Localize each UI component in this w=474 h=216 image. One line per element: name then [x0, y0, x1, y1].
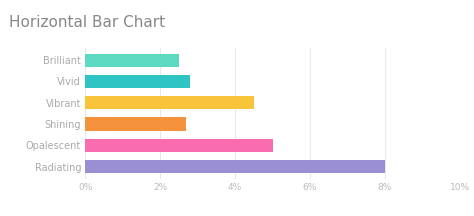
Bar	[85, 160, 385, 173]
Text: Horizontal Bar Chart: Horizontal Bar Chart	[9, 15, 165, 30]
Bar	[85, 96, 254, 109]
Bar	[85, 75, 190, 88]
Bar	[85, 118, 186, 131]
Bar	[85, 139, 273, 152]
Bar	[85, 54, 179, 67]
